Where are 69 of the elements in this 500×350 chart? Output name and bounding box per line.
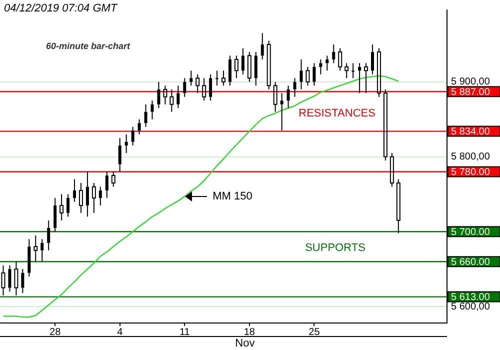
annotation: MM 150 xyxy=(212,190,252,202)
x-tick-label: 18 xyxy=(244,326,256,338)
candlestick xyxy=(54,198,57,232)
candlestick xyxy=(73,179,76,202)
candlestick xyxy=(293,78,296,97)
candlestick xyxy=(98,186,102,206)
annotation: SUPPORTS xyxy=(305,242,366,254)
y-tick-label: 5 800,00 xyxy=(451,152,490,163)
candlestick xyxy=(364,63,368,94)
text: 60-minute bar-chart xyxy=(46,40,132,51)
ref-line-label: 5 700.00 xyxy=(451,226,490,238)
y-tick-label: 5 900,00 xyxy=(451,76,490,88)
candlestick xyxy=(190,70,193,86)
candlestick xyxy=(138,119,141,134)
x-tick-label: 25 xyxy=(308,326,320,338)
candlestick xyxy=(124,134,128,154)
candlestick xyxy=(8,265,12,292)
x-tick-label: 11 xyxy=(179,326,190,338)
candlestick xyxy=(312,63,316,86)
text: Nov xyxy=(235,337,256,350)
candlestick xyxy=(260,33,264,60)
candlestick xyxy=(280,93,284,131)
candlestick xyxy=(157,82,160,108)
y-tick-label: 5 600,00 xyxy=(451,301,490,312)
candlestick xyxy=(66,194,70,217)
candlestick xyxy=(86,172,89,217)
candlestick xyxy=(300,59,303,90)
candlestick xyxy=(376,48,381,97)
candlestick xyxy=(150,100,154,120)
candlestick xyxy=(286,86,290,108)
candlestick xyxy=(60,194,64,220)
candlestick xyxy=(241,48,244,74)
ref-line-label: 5 834.00 xyxy=(451,126,490,138)
ref-line-label: 5 780.00 xyxy=(451,166,490,178)
candlestick xyxy=(105,172,108,198)
candlestick xyxy=(209,74,212,101)
x-tick-label: 28 xyxy=(50,326,62,338)
candlestick xyxy=(14,262,18,296)
candlestick xyxy=(319,59,322,74)
candlestick xyxy=(40,239,44,262)
annotation: RESISTANCES xyxy=(298,107,376,120)
candlestick xyxy=(34,235,38,262)
candlestick xyxy=(170,89,174,112)
candlestick xyxy=(228,56,232,86)
candlestick xyxy=(183,78,186,97)
candlestick xyxy=(78,182,83,213)
candlestick xyxy=(28,239,31,277)
ref-line-label: 5 613.00 xyxy=(451,292,490,304)
candlestick xyxy=(254,52,258,86)
candlestick xyxy=(358,63,362,94)
candlestick xyxy=(163,86,168,104)
candlestick xyxy=(131,126,134,146)
candlestick xyxy=(176,86,180,108)
candlestick xyxy=(332,44,336,64)
x-tick-label: 4 xyxy=(117,326,124,338)
candlestick xyxy=(266,40,271,90)
ref-line-label: 5 887.00 xyxy=(451,86,490,98)
candlestick xyxy=(234,56,238,78)
candlestick xyxy=(396,179,400,234)
candlestick xyxy=(144,104,148,127)
candlestick xyxy=(47,220,50,250)
candlestick xyxy=(21,269,24,294)
candlestick xyxy=(371,44,374,74)
candlestick xyxy=(326,56,329,71)
ref-line-label: 5 660.00 xyxy=(451,256,490,268)
candlestick xyxy=(1,265,6,296)
candlestick xyxy=(118,138,122,172)
chart-title: 04/12/2019 07:04 GMT xyxy=(4,2,118,15)
candlestick xyxy=(344,63,349,78)
